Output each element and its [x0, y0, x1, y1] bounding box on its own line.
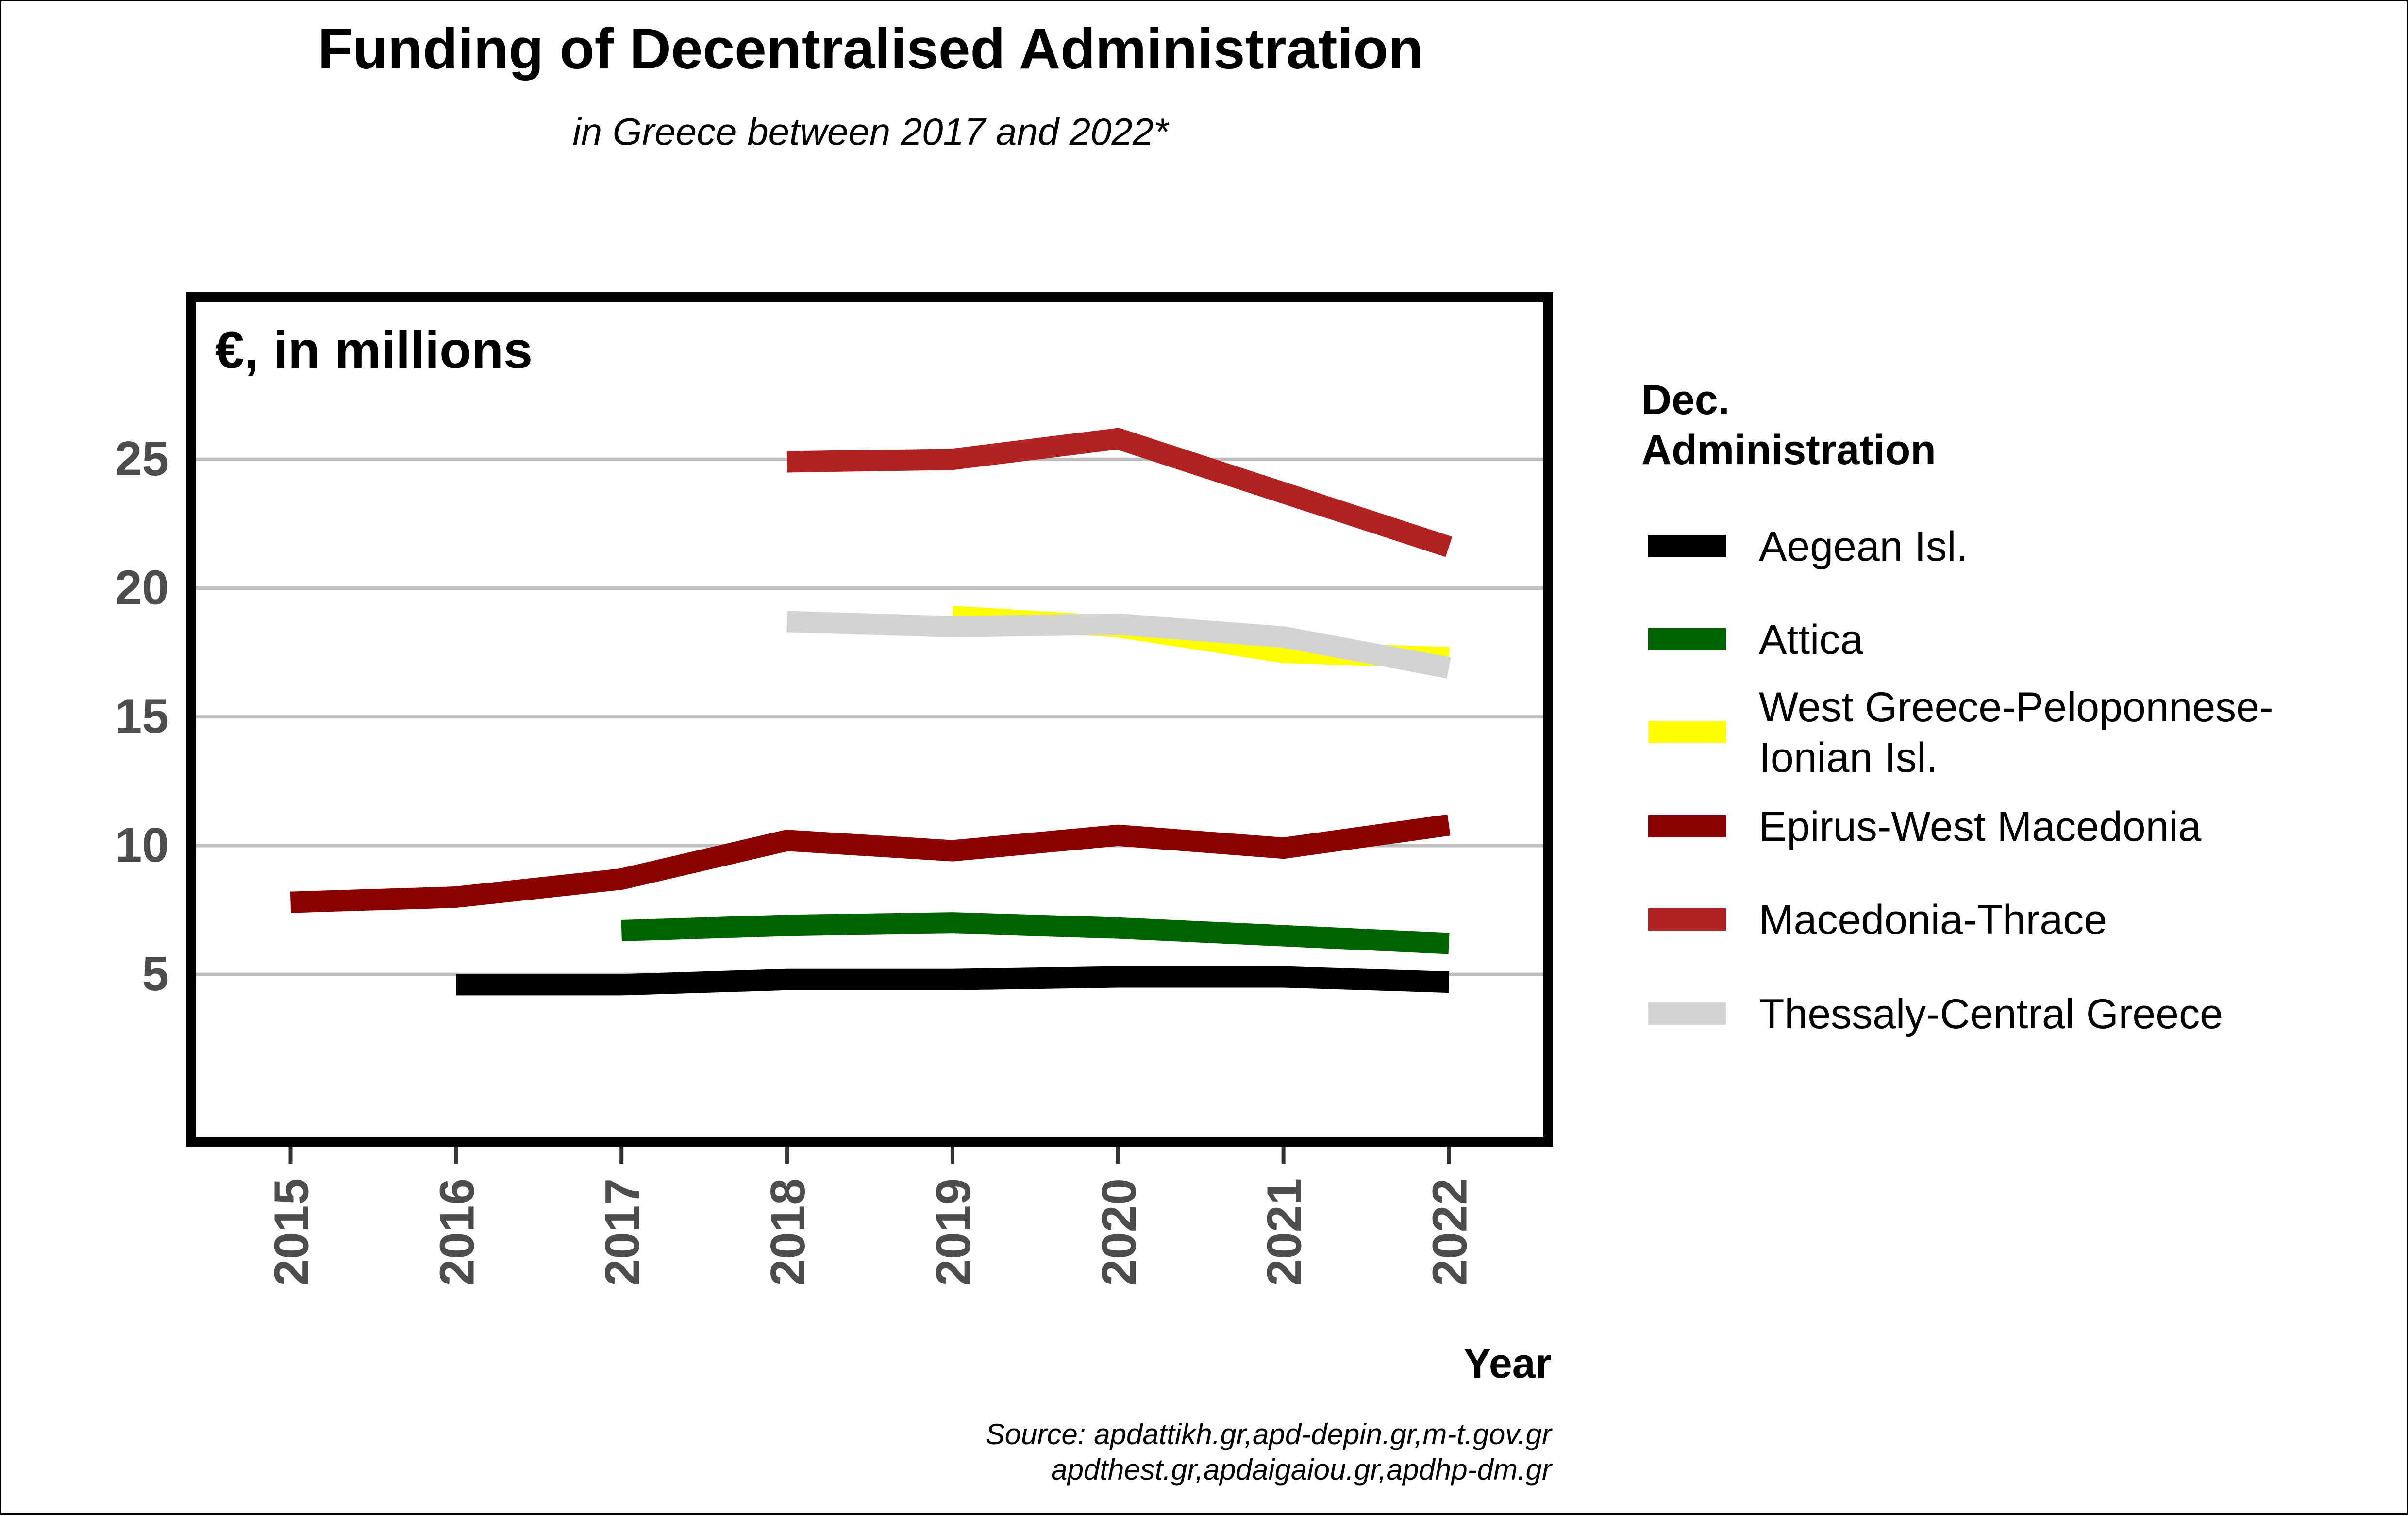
series-line — [290, 814, 1451, 913]
x-axis-label: Year — [1463, 1340, 1552, 1387]
series-line — [621, 912, 1450, 954]
chart-subtitle: in Greece between 2017 and 2022* — [572, 110, 1170, 153]
x-axis-ticks: 2015 2016 2017 2018 2019 2020 2021 2022 — [265, 1147, 1477, 1286]
legend-item: Attica — [1648, 616, 1863, 663]
y-axis-label: €, in millions — [215, 320, 533, 379]
series-lines — [290, 428, 1453, 996]
series-line — [786, 611, 1451, 679]
legend-swatch — [1648, 628, 1726, 650]
x-tick-label: 2020 — [1092, 1178, 1146, 1286]
legend-title: Dec. Administration — [1641, 377, 1936, 473]
y-axis-ticks: 5 10 15 20 25 — [115, 432, 169, 1001]
y-tick-label: 25 — [115, 432, 169, 486]
x-tick-label: 2015 — [265, 1178, 319, 1286]
legend-label: Macedonia-Thrace — [1759, 897, 2107, 943]
legend-label: West Greece-Peloponnese-Ionian Isl. — [1759, 684, 2274, 781]
legend-label: Thessaly-Central Greece — [1759, 991, 2223, 1037]
x-tick-label: 2019 — [926, 1178, 981, 1286]
y-tick-label: 15 — [115, 689, 169, 744]
x-tick-label: 2022 — [1422, 1178, 1477, 1286]
x-tick-label: 2016 — [430, 1178, 484, 1286]
legend-label: Attica — [1759, 616, 1863, 663]
legend-swatch — [1648, 815, 1726, 837]
x-tick-label: 2018 — [761, 1178, 815, 1286]
legend-label: Aegean Isl. — [1759, 523, 1968, 570]
chart-title: Funding of Decentralised Administration — [318, 17, 1423, 81]
series-line — [456, 966, 1450, 996]
legend-item: Aegean Isl. — [1648, 523, 1968, 570]
legend-label: Epirus-West Macedonia — [1759, 803, 2202, 850]
legend-swatch — [1648, 1002, 1726, 1025]
legend-item: West Greece-Peloponnese-Ionian Isl. — [1648, 684, 2274, 781]
x-tick-label: 2017 — [595, 1178, 650, 1286]
x-tick-label: 2021 — [1257, 1178, 1312, 1286]
y-tick-label: 5 — [142, 947, 169, 1001]
series-line — [786, 428, 1453, 557]
plot-panel-border — [186, 292, 1553, 1147]
legend-swatch — [1648, 535, 1726, 557]
source-note: Source: apdattikh.gr,apd-depin.gr,m-t.go… — [986, 1418, 1553, 1486]
legend-swatch — [1648, 721, 1726, 743]
y-tick-label: 10 — [115, 818, 169, 872]
y-tick-label: 20 — [115, 560, 169, 615]
legend-swatch — [1648, 908, 1726, 931]
legend-item: Thessaly-Central Greece — [1648, 991, 2223, 1037]
legend: Dec. Administration Aegean Isl. Attica West … — [1641, 377, 2274, 1037]
legend-item: Epirus-West Macedonia — [1648, 803, 2202, 850]
legend-item: Macedonia-Thrace — [1648, 897, 2107, 943]
